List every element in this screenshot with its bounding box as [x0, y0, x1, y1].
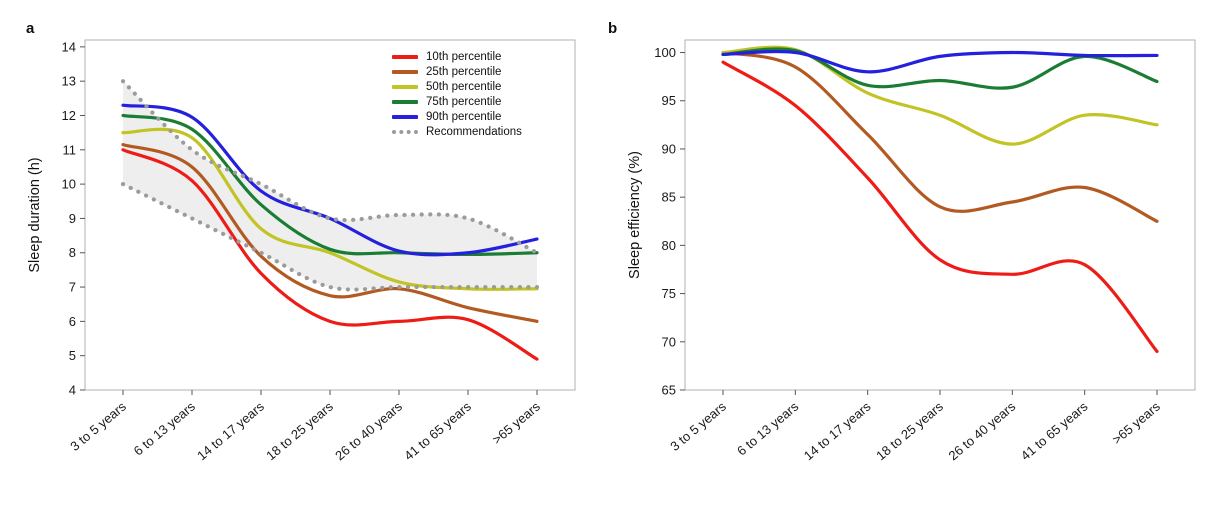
x-tick-label: 18 to 25 years: [263, 398, 336, 463]
y-tick-label: 6: [69, 314, 76, 329]
y-tick-label: 80: [662, 238, 676, 253]
sleep-duration-chart: 4 5 6 7 8 9 10 11 12 13 14 3 to 5 years 6 to 13 year…: [27, 39, 576, 463]
legend-label-90th-percentile: 90th percentile: [426, 110, 502, 123]
x-tick-label: 3 to 5 years: [667, 398, 729, 453]
series-line-90th-percentile: [721, 49, 1159, 74]
legend-label-10th-percentile: 10th percentile: [426, 50, 502, 63]
legend-swatch-75th-percentile: [392, 100, 418, 104]
series-line-10th-percentile: [721, 60, 1159, 354]
x-tick-label: 41 to 65 years: [401, 398, 474, 463]
y-tick-label: 7: [69, 280, 76, 295]
series-line-10th-percentile: [121, 148, 539, 361]
y-tick-label: 65: [662, 383, 676, 398]
legend-item-10th-percentile: 10th percentile: [392, 50, 522, 64]
legend-swatch-recommendations: [392, 129, 418, 134]
y-tick-label: 75: [662, 286, 676, 301]
legend-label-recommendations: Recommendations: [426, 125, 522, 138]
series-line-75th-percentile: [121, 113, 539, 257]
legend-swatch-50th-percentile: [392, 85, 418, 89]
panel-b: b 65 70 75 80 85 90 95 100 3 to 5 years 6 to 13 y…: [600, 0, 1215, 523]
y-tick-label: 13: [62, 74, 76, 89]
panel-b-label: b: [608, 20, 618, 37]
legend-label-50th-percentile: 50th percentile: [426, 80, 502, 93]
x-tick-label: 26 to 40 years: [946, 398, 1019, 463]
y-tick-label: 8: [69, 245, 76, 260]
legend-item-75th-percentile: 75th percentile: [392, 95, 522, 109]
panel-a: a 4 5 6 7 8 9 10 11 12 13 14 3 to 5 years 6 to 13 ye…: [0, 0, 600, 523]
y-axis-label: Sleep duration (h): [27, 157, 43, 272]
x-tick-label: 6 to 13 years: [131, 398, 199, 458]
y-tick-label: 100: [654, 45, 676, 60]
y-tick-label: 11: [63, 142, 77, 157]
y-tick-label: 10: [62, 177, 76, 192]
x-tick-label: 14 to 17 years: [801, 398, 874, 463]
legend-item-25th-percentile: 25th percentile: [392, 65, 522, 79]
x-tick-label: >65 years: [1109, 398, 1163, 447]
legend-label-25th-percentile: 25th percentile: [426, 65, 502, 78]
legend-label-75th-percentile: 75th percentile: [426, 95, 502, 108]
y-tick-label: 4: [69, 383, 76, 398]
x-tick-label: 6 to 13 years: [734, 398, 802, 458]
x-tick-label: 26 to 40 years: [332, 398, 405, 463]
x-tick-label: 18 to 25 years: [873, 398, 946, 463]
legend-item-90th-percentile: 90th percentile: [392, 110, 522, 124]
series-line-25th-percentile: [121, 143, 539, 323]
recommendations-band: [123, 81, 537, 290]
y-tick-label: 90: [662, 141, 676, 156]
panel-a-label: a: [26, 20, 35, 37]
legend-item-recommendations: Recommendations: [392, 125, 522, 139]
legend-item-50th-percentile: 50th percentile: [392, 80, 522, 94]
x-tick-label: 41 to 65 years: [1018, 398, 1091, 463]
y-tick-label: 14: [62, 39, 76, 54]
y-tick-label: 95: [662, 93, 676, 108]
y-axis-label: Sleep efficiency (%): [627, 151, 643, 279]
plot-area: [684, 39, 1196, 391]
legend: 10th percentile 25th percentile 50th per…: [392, 50, 522, 139]
x-tick-label: 14 to 17 years: [194, 398, 267, 463]
legend-swatch-25th-percentile: [392, 70, 418, 74]
series-line-90th-percentile: [121, 103, 539, 257]
y-tick-label: 5: [69, 348, 76, 363]
x-tick-label: 3 to 5 years: [67, 398, 129, 453]
y-tick-label: 85: [662, 190, 676, 205]
sleep-efficiency-chart: 65 70 75 80 85 90 95 100 3 to 5 years 6 to 13 yea…: [627, 39, 1196, 463]
y-tick-label: 70: [662, 334, 676, 349]
y-tick-label: 9: [69, 211, 76, 226]
y-tick-label: 12: [62, 108, 76, 123]
series-line-25th-percentile: [721, 50, 1159, 223]
recommendations-lower-line: [120, 182, 540, 292]
legend-swatch-10th-percentile: [392, 55, 418, 59]
legend-swatch-90th-percentile: [392, 115, 418, 119]
x-tick-label: >65 years: [489, 398, 543, 447]
